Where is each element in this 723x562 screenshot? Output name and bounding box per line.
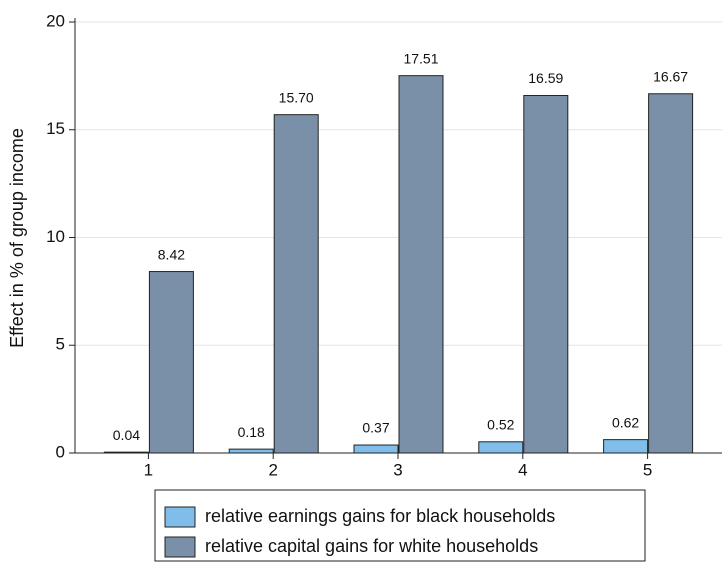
value-label: 17.51 [403,50,438,66]
bar [603,439,649,454]
x-tick-label: 1 [144,460,153,479]
y-axis-label: Effect in % of group income [7,128,27,348]
legend-label: relative earnings gains for black househ… [205,506,555,526]
legend [154,489,646,562]
y-tick-label: 5 [56,335,65,354]
bar [648,93,694,454]
bar [103,451,149,454]
bar [353,444,399,454]
value-label: 0.37 [362,420,389,436]
y-tick-label: 0 [56,442,65,461]
value-label: 0.52 [487,416,514,432]
bar [523,94,569,454]
y-tick-label: 20 [46,11,65,30]
y-tick-label: 15 [46,119,65,138]
value-label: 8.42 [158,246,185,262]
legend-swatch [164,536,196,558]
bar [398,75,444,454]
x-tick-label: 5 [643,460,652,479]
legend-swatch [164,506,196,528]
bar [148,271,194,454]
value-label: 0.62 [612,414,639,430]
x-tick-label: 4 [518,460,527,479]
value-label: 15.70 [279,89,314,105]
value-label: 16.67 [653,68,688,84]
y-tick-label: 10 [46,227,65,246]
legend-label: relative capital gains for white househo… [205,536,538,556]
bar [478,441,524,454]
bar [228,448,274,454]
x-tick-label: 2 [268,460,277,479]
value-label: 16.59 [528,70,563,86]
value-label: 0.18 [238,424,265,440]
x-tick-label: 3 [393,460,402,479]
bar [273,114,319,454]
value-label: 0.04 [113,427,140,443]
